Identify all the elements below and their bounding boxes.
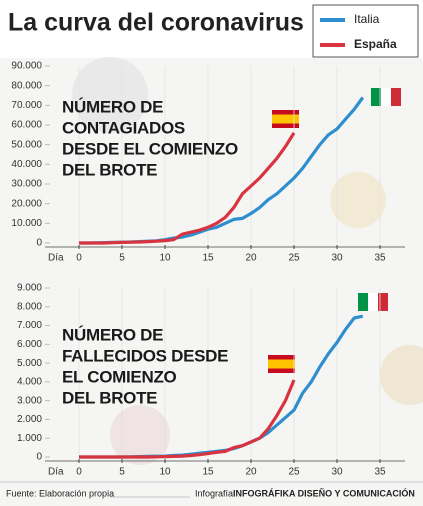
y-tick-label: 80.000 bbox=[11, 80, 42, 91]
flag-spain bbox=[268, 110, 299, 373]
y-tick-label: 4.000 bbox=[17, 377, 42, 388]
y-tick-label: 6.000 bbox=[17, 339, 42, 350]
y-tick-label: 90.000 bbox=[11, 61, 42, 72]
y-tick-label: 70.000 bbox=[11, 100, 42, 111]
y-tick-label: 0 bbox=[36, 238, 42, 249]
y-tick-label: 50.000 bbox=[11, 139, 42, 150]
y-tick-label: 10.000 bbox=[11, 218, 42, 229]
flag-italy bbox=[358, 88, 401, 311]
legend: Italia España bbox=[320, 12, 397, 51]
y-tick-label: 0 bbox=[36, 452, 42, 463]
annotation: DESDE EL COMIENZO bbox=[62, 139, 238, 158]
decoration bbox=[72, 57, 148, 133]
x-tick-label: 30 bbox=[331, 253, 343, 264]
title: La curva del coronavirus bbox=[8, 9, 304, 37]
legend-label: España bbox=[354, 37, 397, 51]
x-tick-label: 20 bbox=[245, 253, 257, 264]
footer-credit-label: Infografía: bbox=[195, 488, 236, 498]
x-tick-label: 25 bbox=[288, 253, 300, 264]
footer-source: Fuente: Elaboración propia bbox=[6, 488, 114, 498]
y-tick-label: 40.000 bbox=[11, 159, 42, 170]
annotation: FALLECIDOS DESDE bbox=[62, 346, 228, 365]
x-axis-label: Día bbox=[48, 467, 64, 478]
y-tick-label: 20.000 bbox=[11, 198, 42, 209]
y-tick-label: 30.000 bbox=[11, 179, 42, 190]
x-axis-label: Día bbox=[48, 253, 64, 264]
decoration bbox=[110, 405, 170, 465]
y-tick-label: 3.000 bbox=[17, 395, 42, 406]
x-tick-label: 15 bbox=[202, 467, 214, 478]
x-tick-label: 30 bbox=[331, 467, 343, 478]
x-tick-label: 10 bbox=[159, 467, 171, 478]
y-tick-label: 1.000 bbox=[17, 433, 42, 444]
legend-label: Italia bbox=[354, 12, 380, 26]
x-tick-label: 15 bbox=[202, 253, 214, 264]
footer-credit: INFOGRÁFIKA DISEÑO Y COMUNICACIÓN bbox=[233, 487, 415, 498]
y-tick-label: 8.000 bbox=[17, 301, 42, 312]
annotation: DEL BROTE bbox=[62, 388, 157, 407]
y-tick-label: 9.000 bbox=[17, 283, 42, 294]
legend-box bbox=[312, 4, 419, 58]
y-tick-label: 60.000 bbox=[11, 120, 42, 131]
annotation: NÚMERO DE bbox=[62, 97, 163, 116]
x-tick-label: 5 bbox=[119, 253, 125, 264]
annotation: CONTAGIADOS bbox=[62, 118, 185, 137]
y-tick-label: 7.000 bbox=[17, 320, 42, 331]
x-tick-label: 0 bbox=[76, 253, 82, 264]
x-tick-label: 10 bbox=[159, 253, 171, 264]
annotation: EL COMIENZO bbox=[62, 367, 177, 386]
y-tick-label: 2.000 bbox=[17, 414, 42, 425]
series-line bbox=[79, 132, 296, 245]
series-line bbox=[79, 379, 296, 459]
x-tick-label: 25 bbox=[288, 467, 300, 478]
x-tick-label: 35 bbox=[374, 253, 386, 264]
x-tick-label: 0 bbox=[76, 467, 82, 478]
y-tick-label: 5.000 bbox=[17, 358, 42, 369]
annotation: DEL BROTE bbox=[62, 160, 157, 179]
decoration bbox=[330, 172, 386, 228]
decoration bbox=[380, 345, 423, 405]
x-tick-label: 35 bbox=[374, 467, 386, 478]
annotation: NÚMERO DE bbox=[62, 325, 163, 344]
x-tick-label: 5 bbox=[119, 467, 125, 478]
x-tick-label: 20 bbox=[245, 467, 257, 478]
